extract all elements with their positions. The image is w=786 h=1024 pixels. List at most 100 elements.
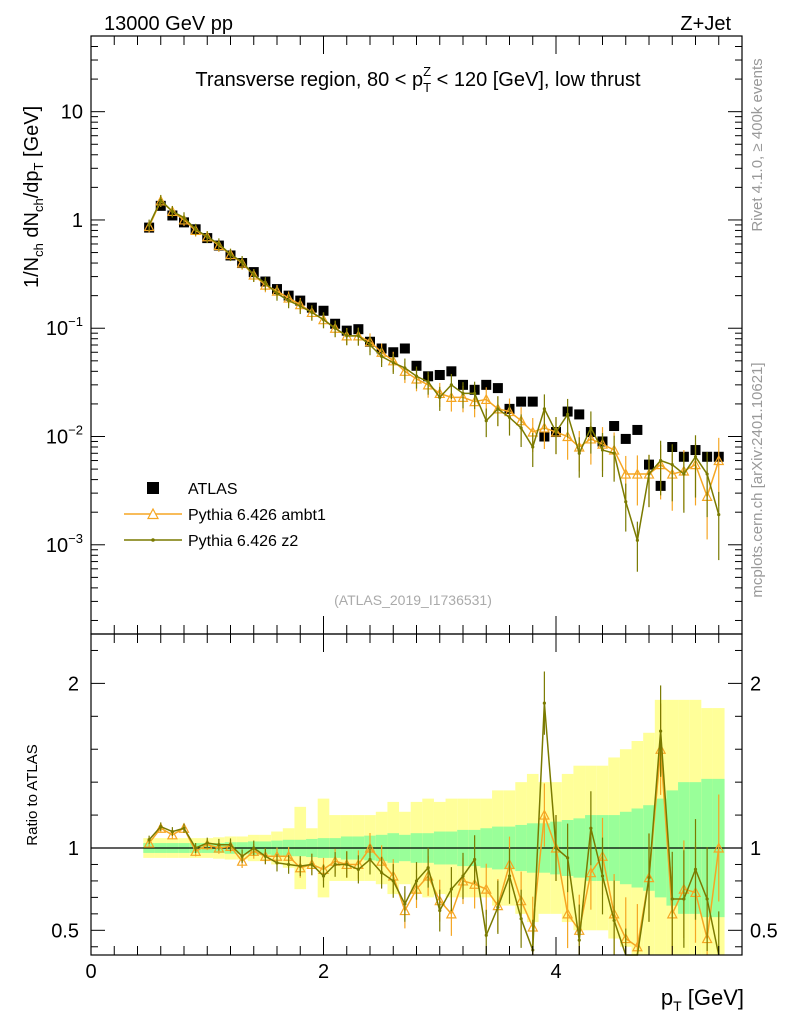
z2-data-point (240, 260, 244, 264)
xtick-label: 0 (85, 961, 96, 983)
mcplots-label: mcplots.cern.ch [arXiv:2401.10621] (749, 362, 766, 597)
ratio-z2-point (321, 874, 326, 878)
z2-data-point (682, 472, 686, 476)
ratio-z2-point (670, 897, 674, 901)
ratio-ambt1-point (585, 866, 597, 878)
z2-data-point (287, 298, 291, 303)
z2-data-point (461, 391, 465, 396)
ratio-z2-point (705, 897, 709, 901)
legend-marker-ambt1 (147, 507, 159, 520)
main-ytick-label: 10 (61, 102, 83, 124)
ratio-z2-point (461, 874, 465, 878)
ambt1-data-point (562, 430, 574, 442)
legend-marker-atlas (147, 482, 159, 494)
z2-data-point (252, 273, 256, 277)
ratio-z2-point (182, 826, 186, 830)
ratio-z2-point (380, 871, 384, 875)
ratio-z2-point (426, 866, 430, 870)
z2-data-point (356, 334, 360, 338)
analysis-watermark: (ATLAS_2019_I1736531) (334, 592, 492, 608)
z2-data-point (414, 374, 419, 378)
z2-data-point (600, 448, 605, 452)
ratio-z2-point (333, 862, 337, 867)
ratio-z2-point (252, 846, 256, 850)
ratio-z2-point (345, 862, 349, 867)
ambt1-data-point (445, 391, 457, 402)
legend-marker-z2 (151, 538, 155, 542)
ratio-ytick-label: 1 (68, 838, 79, 860)
atlas-data-point (632, 424, 643, 435)
z2-data-point (670, 463, 674, 467)
ratio-z2-point (693, 867, 698, 872)
atlas-data-point (434, 369, 445, 380)
ratio-z2-point (519, 917, 523, 921)
z2-data-point (263, 281, 267, 285)
header-process: Z+Jet (680, 13, 731, 35)
z2-data-point (321, 318, 326, 322)
z2-data-point (519, 426, 523, 430)
xtick-label: 2 (318, 961, 329, 983)
ratio-z2-point (368, 857, 372, 862)
atlas-data-point (318, 305, 329, 316)
ratio-ambt1-point (538, 809, 550, 820)
ratio-z2-point (438, 908, 442, 913)
ratio-ambt1-point (713, 842, 725, 853)
main-line-1 (148, 199, 720, 499)
ratio-z2-point (589, 826, 593, 830)
ratio-z2-point (647, 876, 651, 880)
xtick-label: 4 (550, 961, 561, 983)
z2-data-point (705, 472, 709, 476)
ratio-z2-point (682, 897, 686, 901)
ratio-ytick-label: 2 (68, 673, 79, 695)
rivet-label: Rivet 4.1.0, ≥ 400k events (749, 58, 766, 231)
z2-data-point (542, 407, 546, 411)
legend-label: Pythia 6.426 z2 (188, 533, 298, 550)
main-line-2 (148, 199, 720, 541)
ratio-ytick-label-right: 0.5 (750, 920, 778, 942)
z2-data-point (275, 291, 279, 295)
z2-data-point (345, 334, 349, 338)
ratio-z2-point (159, 825, 163, 829)
main-panel: 10−3 10−2 10−1 1 10 (46, 35, 743, 635)
ratio-z2-point (356, 867, 360, 872)
z2-data-point (298, 304, 302, 308)
ratio-z2-point (228, 843, 233, 847)
main-ytick-label: 1 (72, 210, 83, 232)
atlas-data-point (620, 433, 631, 444)
plot-title: Transverse region, 80 < pTZ < 120 [GeV],… (195, 64, 641, 95)
ratio-z2-point (205, 841, 209, 845)
ratio-z2-point (612, 918, 616, 923)
main-ylabel: 1/Nch dNch/dpT [GeV] (21, 106, 46, 288)
ratio-ytick-label-right: 2 (750, 673, 761, 695)
z2-data-point (403, 366, 407, 370)
main-ytick-label: 10−3 (46, 531, 83, 557)
ratio-ambt1-point (143, 837, 155, 848)
ratio-z2-point (403, 902, 407, 906)
ambt1-data-point (480, 393, 492, 405)
ratio-z2-point (263, 854, 267, 858)
ratio-z2-point (310, 862, 314, 867)
ratio-z2-point (217, 843, 221, 847)
ratio-ambt1-point (480, 883, 492, 894)
main-ytick-label: 10−2 (46, 423, 83, 449)
legend-label: Pythia 6.426 ambt1 (188, 507, 326, 524)
ratio-z2-point (484, 933, 488, 937)
ratio-z2-point (414, 879, 419, 883)
atlas-data-point (516, 396, 527, 407)
ratio-z2-point (554, 846, 558, 850)
atlas-data-point (609, 421, 620, 432)
ratio-z2-point (473, 857, 477, 862)
z2-data-point (717, 513, 721, 517)
z2-data-point (647, 472, 651, 476)
z2-data-point (182, 216, 186, 220)
atlas-data-point (527, 396, 538, 407)
ratio-z2-point (391, 879, 395, 883)
z2-data-point (205, 235, 209, 239)
ratio-ytick-label-right: 1 (750, 838, 761, 860)
ratio-line-1 (148, 703, 720, 956)
ratio-z2-point (496, 905, 500, 909)
z2-data-point (659, 458, 663, 463)
z2-data-point (228, 252, 233, 257)
ratio-z2-point (275, 861, 279, 865)
ratio-z2-point (298, 864, 302, 868)
